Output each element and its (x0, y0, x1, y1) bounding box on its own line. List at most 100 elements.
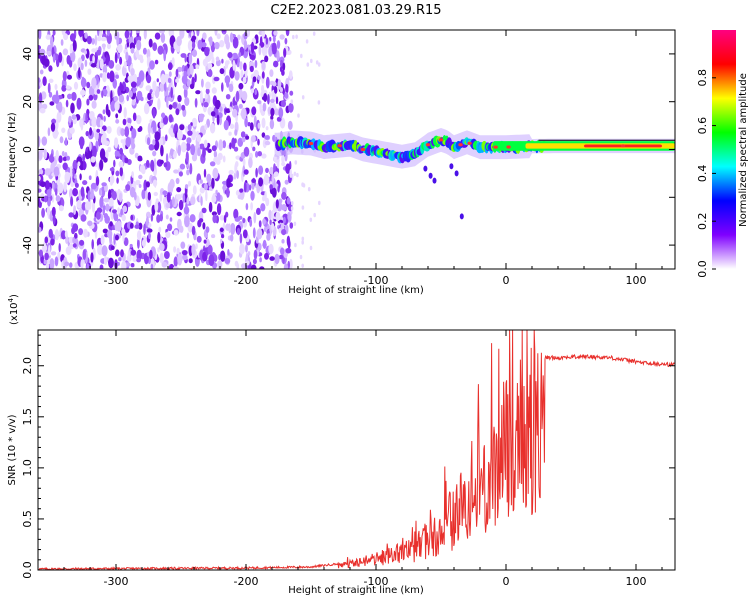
noise-blob (165, 202, 171, 209)
noise-blob (91, 116, 97, 128)
noise-blob (203, 183, 208, 191)
noise-blob (203, 168, 207, 178)
noise-blob (103, 197, 110, 203)
noise-blob (301, 236, 305, 241)
noise-blob (261, 117, 266, 129)
noise-blob (274, 108, 280, 116)
noise-blob (243, 62, 247, 72)
noise-blob (237, 34, 241, 41)
noise-blob (278, 254, 284, 260)
noise-blob (269, 69, 274, 77)
noise-blob (66, 155, 70, 161)
noise-blob (211, 145, 217, 152)
noise-blob (137, 155, 143, 161)
noise-blob (131, 128, 137, 139)
noise-blob (138, 126, 143, 132)
noise-blob (89, 141, 92, 152)
noise-blob (119, 84, 124, 91)
noise-blob (279, 34, 285, 40)
noise-blob (312, 31, 316, 36)
noise-blob (38, 188, 42, 193)
noise-blob (149, 60, 155, 70)
noise-blob (110, 90, 113, 102)
noise-blob (272, 81, 277, 87)
noise-blob (48, 155, 55, 163)
noise-blob (187, 124, 192, 131)
noise-blob (44, 236, 49, 244)
noise-blob (106, 43, 111, 50)
noise-blob (135, 179, 141, 186)
snr-ytick-label: 2.0 (21, 357, 34, 375)
noise-blob (52, 53, 56, 63)
noise-blob (306, 62, 310, 67)
noise-blob (236, 227, 241, 236)
noise-blob (212, 167, 219, 179)
noise-blob (91, 100, 97, 109)
noise-blob (257, 151, 263, 157)
noise-blob (248, 157, 253, 169)
noise-blob (122, 205, 128, 213)
noise-blob (120, 139, 125, 144)
noise-blob (240, 107, 247, 120)
noise-blob (202, 147, 206, 158)
noise-blob (140, 96, 144, 102)
noise-blob (262, 102, 267, 112)
noise-blob (235, 190, 240, 196)
noise-blob (38, 30, 42, 40)
noise-blob (279, 87, 283, 93)
noise-blob (230, 223, 236, 235)
noise-blob (199, 179, 203, 184)
noise-blob (161, 112, 166, 119)
noise-blob (310, 58, 313, 64)
noise-blob (254, 89, 257, 96)
noise-blob (276, 159, 280, 169)
snr-ytick-label: 0.5 (21, 510, 34, 528)
hot-spot (493, 145, 498, 149)
noise-blob (107, 229, 113, 239)
noise-blob (135, 30, 140, 34)
noise-blob (87, 190, 91, 202)
noise-blob (114, 101, 120, 111)
noise-blob (213, 76, 220, 82)
noise-blob (211, 234, 216, 239)
noise-blob (41, 136, 48, 146)
noise-blob (108, 197, 114, 207)
noise-blob (187, 130, 193, 136)
noise-blob (245, 203, 249, 211)
noise-blob (79, 173, 82, 181)
noise-blob (164, 251, 170, 259)
noise-blob (172, 266, 179, 269)
noise-blob (106, 125, 112, 134)
noise-blob (281, 239, 285, 244)
noise-blob (85, 112, 88, 125)
snr-ytick-label: 0.0 (21, 561, 34, 579)
noise-blob (130, 263, 135, 268)
noise-blob (139, 164, 146, 174)
noise-blob (200, 196, 203, 207)
noise-blob (61, 127, 66, 134)
signal-band (274, 128, 675, 220)
noise-blob (208, 201, 213, 213)
spectrogram-xtick-label: -200 (234, 274, 259, 287)
noise-blob (211, 211, 217, 216)
noise-blob (184, 184, 189, 189)
noise-blob (103, 213, 109, 219)
noise-blob (91, 38, 95, 45)
noise-blob (148, 232, 151, 240)
noise-blob (223, 65, 226, 77)
noise-blob (223, 119, 229, 131)
noise-blob (150, 159, 155, 172)
noise-blob (262, 239, 267, 249)
noise-blob (45, 34, 52, 40)
noise-blob (169, 148, 174, 157)
noise-blob (124, 126, 130, 138)
noise-blob (276, 116, 282, 122)
noise-blob (121, 260, 127, 269)
noise-blob (186, 169, 190, 176)
noise-blob (253, 211, 257, 224)
noise-blob (235, 161, 239, 168)
noise-blob (228, 131, 232, 136)
snr-xlabel: Height of straight line (km) (288, 585, 424, 596)
noise-blob (38, 44, 41, 51)
